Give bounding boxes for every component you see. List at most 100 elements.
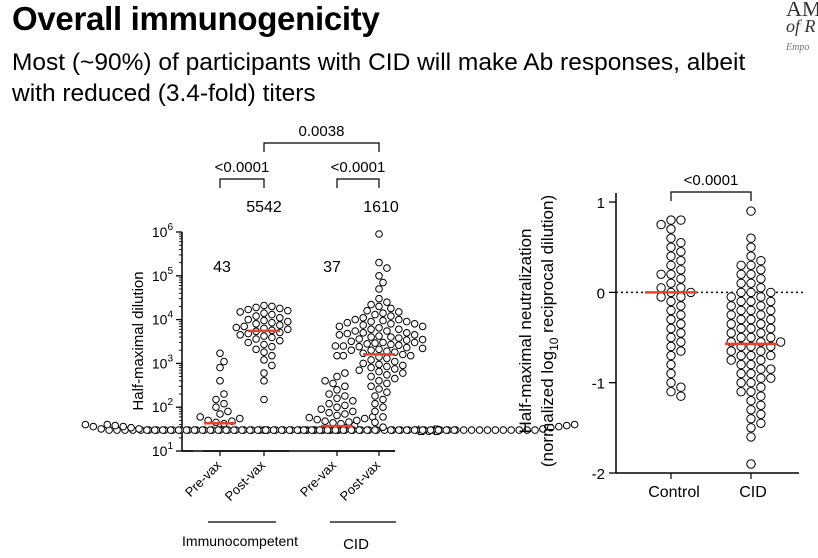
data-point bbox=[351, 315, 360, 324]
data-point bbox=[434, 426, 443, 434]
data-point bbox=[331, 426, 340, 434]
data-point bbox=[345, 418, 353, 426]
data-point bbox=[746, 432, 756, 442]
data-point bbox=[395, 308, 403, 316]
data-point bbox=[726, 292, 736, 302]
data-point bbox=[676, 328, 686, 338]
data-point bbox=[325, 399, 333, 408]
y-tick-label-left: 104 bbox=[152, 310, 174, 328]
data-point bbox=[375, 294, 383, 303]
data-point bbox=[284, 306, 292, 315]
data-point bbox=[379, 413, 387, 421]
group-label-immunocompetent: Immunocompetent bbox=[182, 533, 298, 549]
log-subscript: 10 bbox=[547, 337, 561, 351]
data-point bbox=[347, 426, 356, 434]
y-tick-label-right: -1 bbox=[592, 376, 605, 393]
data-point bbox=[736, 368, 746, 379]
series-right-0 bbox=[656, 215, 696, 401]
data-point bbox=[736, 323, 746, 334]
series-right-1 bbox=[726, 206, 786, 469]
data-point bbox=[766, 323, 776, 334]
data-point bbox=[335, 322, 344, 331]
data-point bbox=[367, 325, 375, 334]
data-point bbox=[746, 260, 756, 270]
data-point bbox=[736, 359, 746, 370]
data-point bbox=[656, 269, 666, 279]
data-point bbox=[268, 318, 276, 327]
data-point bbox=[746, 278, 756, 288]
data-point bbox=[666, 278, 676, 288]
data-point bbox=[746, 378, 756, 388]
data-point bbox=[367, 346, 375, 355]
data-point bbox=[252, 303, 260, 312]
data-point bbox=[244, 338, 252, 347]
data-point bbox=[562, 421, 571, 430]
data-point bbox=[260, 395, 268, 404]
data-point bbox=[507, 426, 516, 434]
data-point bbox=[726, 328, 736, 338]
data-point bbox=[666, 350, 676, 361]
data-point bbox=[756, 274, 766, 284]
data-point bbox=[276, 314, 284, 322]
data-point bbox=[383, 388, 391, 397]
data-point bbox=[756, 319, 766, 329]
y-tick-label-right: -2 bbox=[592, 466, 605, 483]
data-point bbox=[375, 377, 383, 385]
data-point bbox=[756, 382, 766, 392]
data-point bbox=[375, 367, 383, 376]
slide-title: Overall immunogenicity bbox=[12, 0, 380, 37]
data-point bbox=[341, 392, 349, 400]
data-point bbox=[276, 321, 284, 329]
data-point bbox=[676, 310, 686, 320]
data-point bbox=[383, 327, 391, 335]
data-point bbox=[214, 426, 222, 434]
data-point bbox=[307, 426, 316, 434]
y-tick-exponent: 5 bbox=[167, 266, 173, 277]
data-point bbox=[402, 343, 411, 352]
data-point bbox=[666, 215, 676, 225]
data-point bbox=[359, 359, 368, 368]
data-point bbox=[756, 256, 766, 266]
series-left-1 bbox=[232, 301, 292, 434]
data-point bbox=[333, 403, 341, 412]
data-point bbox=[395, 325, 403, 334]
data-point bbox=[539, 425, 547, 433]
data-point bbox=[676, 319, 686, 329]
median-value-label: 37 bbox=[323, 259, 341, 276]
data-point bbox=[351, 327, 360, 335]
data-point bbox=[371, 392, 379, 400]
comparison-control-cid-bracket bbox=[670, 191, 752, 201]
data-point bbox=[746, 269, 756, 279]
median-value-label: 43 bbox=[213, 259, 231, 276]
data-point bbox=[379, 309, 387, 318]
data-point bbox=[315, 426, 324, 434]
data-point bbox=[367, 333, 375, 341]
data-point bbox=[383, 354, 391, 363]
data-point bbox=[383, 379, 391, 388]
data-point bbox=[240, 322, 248, 331]
data-point bbox=[244, 305, 252, 314]
data-point bbox=[736, 305, 746, 316]
data-point bbox=[726, 301, 736, 311]
comparison-postvax-bracket bbox=[263, 142, 380, 152]
data-point bbox=[260, 316, 268, 325]
data-point bbox=[371, 426, 379, 434]
comparison-immunocompetent-bracket bbox=[219, 178, 265, 188]
data-point bbox=[335, 331, 344, 339]
data-point bbox=[355, 366, 364, 375]
y-tick-exponent: 4 bbox=[167, 310, 173, 321]
data-point bbox=[277, 426, 286, 434]
data-point bbox=[736, 278, 746, 288]
data-point bbox=[387, 320, 395, 328]
data-point bbox=[402, 317, 411, 326]
data-point bbox=[260, 356, 268, 364]
data-point bbox=[252, 312, 260, 320]
data-point bbox=[756, 346, 766, 356]
data-point bbox=[355, 342, 364, 351]
data-point bbox=[736, 378, 746, 388]
data-point bbox=[363, 340, 371, 348]
data-point bbox=[333, 411, 341, 420]
data-point bbox=[656, 283, 666, 293]
data-point bbox=[766, 314, 776, 325]
data-point bbox=[756, 391, 766, 401]
